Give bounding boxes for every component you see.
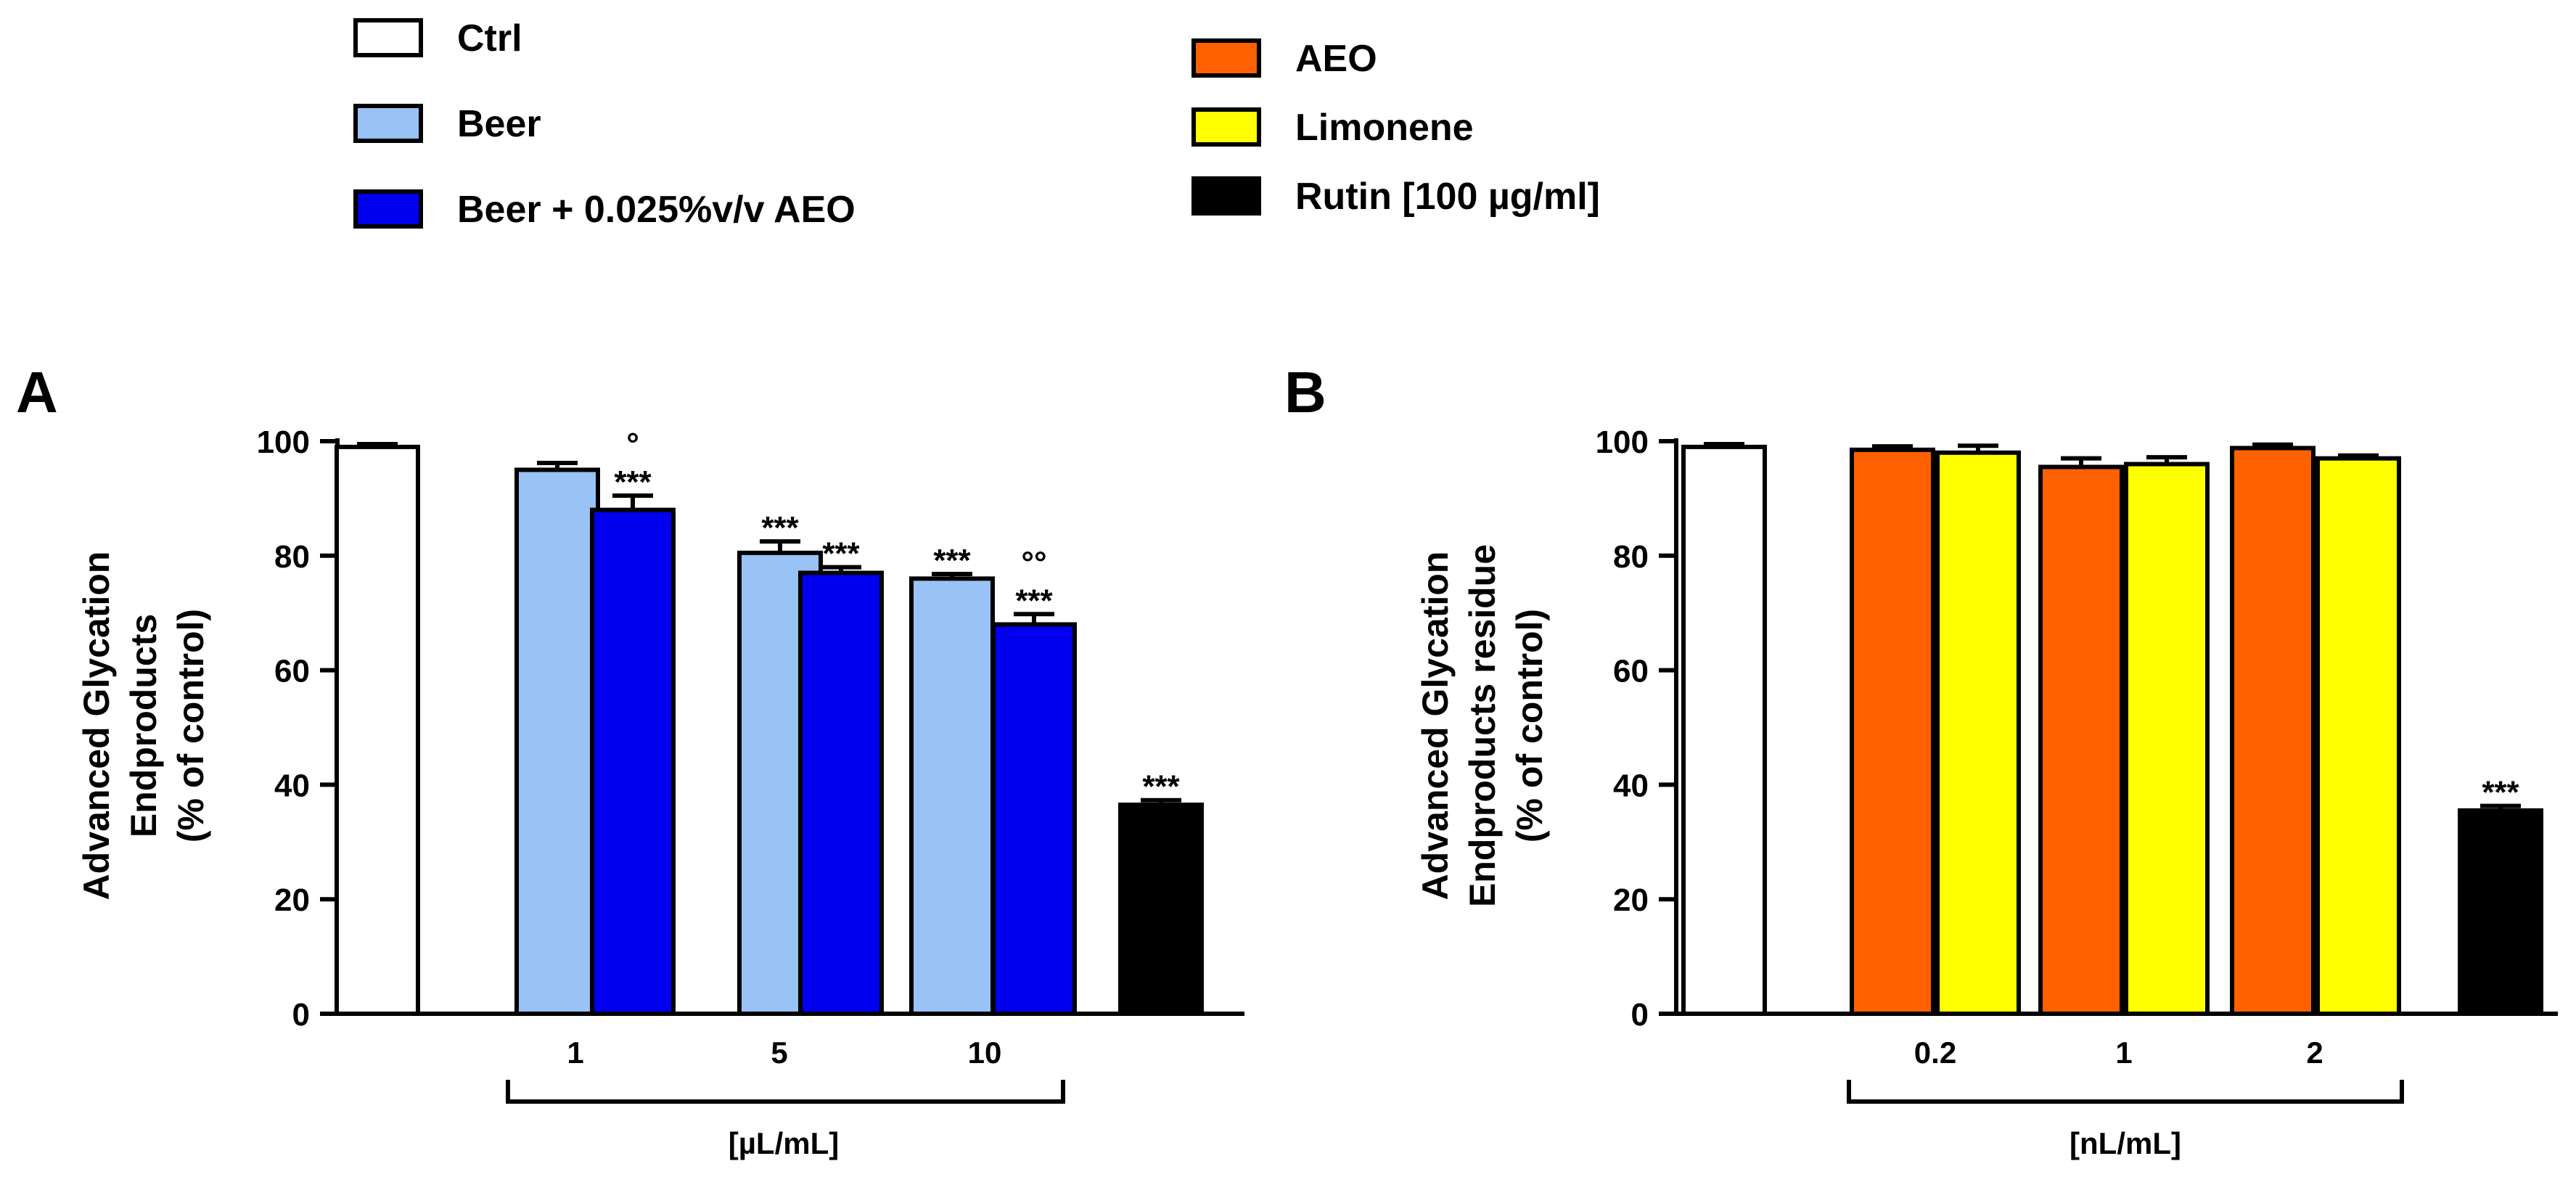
a-significance-label: *** xyxy=(933,543,971,578)
b-bar-aeo-0.2 xyxy=(1850,447,1935,1016)
legend-label-ctrl: Ctrl xyxy=(457,17,522,60)
b-y-tick-label: 60 xyxy=(1613,654,1649,689)
a-bar-beer-10 xyxy=(909,576,995,1016)
legend: Ctrl Beer Beer + 0.025%v/v AEO AEO Limonene R… xyxy=(353,17,1600,231)
a-unit-label: [µL/mL] xyxy=(729,1126,840,1160)
legend-label-beer_aeo: Beer + 0.025%v/v AEO xyxy=(457,189,856,231)
legend-label-aeo: AEO xyxy=(1295,38,1377,80)
a-y-tick-label: 40 xyxy=(274,768,310,803)
b-y-axis-title-line: (% of control) xyxy=(1509,609,1550,842)
b-y-axis-title-line: Endproducts residue xyxy=(1462,544,1503,907)
a-bar-beer_aeo-10 xyxy=(991,622,1077,1016)
a-group-label: 1 xyxy=(567,1036,583,1070)
a-bar-rutin xyxy=(1118,803,1204,1016)
a-y-tick-label: 100 xyxy=(257,425,310,460)
a-y-tick-label: 60 xyxy=(274,654,310,689)
a-significance-label: *** xyxy=(761,510,799,546)
b-y-tick-label: 40 xyxy=(1613,768,1649,803)
legend-swatch-beer xyxy=(353,104,423,143)
b-bar-aeo-2 xyxy=(2230,446,2315,1016)
a-significance-label: *** xyxy=(614,464,652,500)
b-bar-rutin xyxy=(2458,808,2543,1017)
a-bar-beer-1 xyxy=(514,467,600,1016)
a-bar-beer_aeo-5 xyxy=(798,570,884,1016)
panel-a-letter: A xyxy=(16,360,58,425)
chart-b: 0 20 40 60 80 100 Advanced Glycation Endproduct… xyxy=(1415,425,2558,1160)
a-group-label: 10 xyxy=(968,1036,1002,1070)
legend-label-limonene: Limonene xyxy=(1295,107,1474,149)
b-unit-label: [nL/mL] xyxy=(2070,1126,2181,1160)
b-y-tick-label: 100 xyxy=(1596,425,1649,460)
b-bar-limonene-0.2 xyxy=(1935,450,2021,1016)
legend-swatch-aeo xyxy=(1191,38,1261,78)
a-significance-label: *** xyxy=(1142,769,1180,805)
b-group-label: 2 xyxy=(2306,1036,2323,1070)
a-y-axis-title-line: Advanced Glycation xyxy=(76,552,117,901)
a-bar-beer_aeo-1 xyxy=(590,507,676,1016)
a-y-tick-label: 20 xyxy=(274,882,310,918)
b-bar-aeo-1 xyxy=(2038,464,2124,1016)
panel-b-letter: B xyxy=(1284,360,1326,425)
legend-swatch-beer_aeo xyxy=(353,189,423,229)
b-bar-limonene-1 xyxy=(2124,462,2210,1016)
b-bar-limonene-2 xyxy=(2315,456,2401,1016)
b-group-label: 0.2 xyxy=(1914,1036,1956,1070)
a-y-tick-label: 80 xyxy=(274,539,310,575)
a-group-bracket xyxy=(506,1080,1065,1104)
a-y-axis-title-line: (% of control) xyxy=(171,609,211,842)
a-y-axis-title-line: Endproducts xyxy=(123,614,164,837)
a-significance-label: *** xyxy=(1015,583,1053,618)
b-y-axis-title-line: Advanced Glycation xyxy=(1415,552,1456,901)
legend-swatch-rutin xyxy=(1191,176,1261,216)
b-bar-ctrl xyxy=(1681,444,1767,1016)
a-significance-label: *** xyxy=(822,536,860,572)
chart-a: 0 20 40 60 80 100 Advanced Glycation Endproduct… xyxy=(76,425,1244,1160)
b-y-tick-label: 80 xyxy=(1613,539,1649,575)
b-group-label: 1 xyxy=(2115,1036,2132,1070)
b-significance-label: *** xyxy=(2482,775,2519,811)
a-significance-label: ° xyxy=(626,427,639,462)
a-group-label: 5 xyxy=(771,1036,787,1070)
a-bar-ctrl xyxy=(335,444,420,1016)
a-y-tick-label: 0 xyxy=(292,997,310,1033)
b-y-tick-label: 0 xyxy=(1631,997,1649,1033)
legend-swatch-limonene xyxy=(1191,107,1261,147)
a-significance-label: °° xyxy=(1021,545,1046,581)
legend-swatch-ctrl xyxy=(353,18,423,57)
legend-label-rutin: Rutin [100 µg/ml] xyxy=(1295,176,1600,218)
b-y-tick-label: 20 xyxy=(1613,882,1649,918)
b-group-bracket xyxy=(1847,1080,2404,1104)
legend-label-beer: Beer xyxy=(457,103,541,145)
